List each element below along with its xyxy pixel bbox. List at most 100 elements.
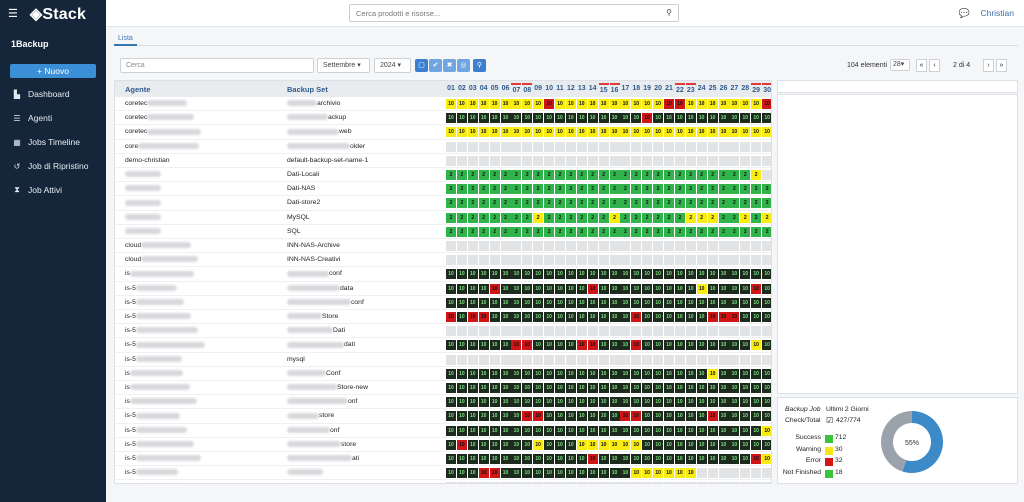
table-row[interactable]: is-5 store 10 10 10 10 10 10 10 10 10 10 10 10 10 10 10 1… <box>115 409 771 424</box>
day-status-cell[interactable] <box>718 482 729 483</box>
day-status-cell[interactable]: 10 <box>631 269 642 280</box>
day-status-cell[interactable]: 10 <box>653 454 664 464</box>
day-status-cell[interactable]: 2 <box>642 198 653 209</box>
day-status-cell[interactable]: 2 <box>707 184 718 195</box>
day-status-cell[interactable] <box>565 141 576 152</box>
table-row[interactable]: is-5 dati 10 10 10 10 10 10 10 10 10 10 10 10 10 10 10 10… <box>115 338 771 353</box>
day-status-cell[interactable]: 2 <box>631 212 642 223</box>
day-status-cell[interactable]: 10 <box>587 283 598 294</box>
day-status-cell[interactable]: 10 <box>674 283 685 294</box>
day-status-cell[interactable] <box>696 241 707 251</box>
day-status-cell[interactable]: 10 <box>642 397 653 408</box>
day-status-cell[interactable]: 10 <box>664 312 674 322</box>
day-status-cell[interactable]: 10 <box>740 425 751 436</box>
day-status-cell[interactable]: 10 <box>555 269 565 280</box>
day-status-cell[interactable]: 10 <box>653 468 664 479</box>
day-status-cell[interactable] <box>642 155 653 166</box>
day-status-cell[interactable]: 2 <box>489 198 500 209</box>
day-status-cell[interactable]: 10 <box>598 127 609 138</box>
table-row[interactable]: is conf 10 10 10 10 10 10 10 10 10 10 10 10 10 10 10 10 10… <box>115 267 771 282</box>
day-status-cell[interactable]: 10 <box>565 454 576 464</box>
day-status-cell[interactable]: 10 <box>707 439 718 450</box>
day-status-cell[interactable]: 10 <box>489 127 500 138</box>
day-status-cell[interactable]: 2 <box>674 198 685 209</box>
day-status-cell[interactable]: 2 <box>467 170 478 180</box>
day-status-cell[interactable] <box>740 241 751 251</box>
day-status-cell[interactable] <box>620 326 631 337</box>
day-status-cell[interactable] <box>718 255 729 266</box>
day-status-cell[interactable]: 10 <box>740 340 751 351</box>
day-status-cell[interactable]: 10 <box>642 439 653 450</box>
day-status-cell[interactable]: 10 <box>685 383 696 393</box>
day-status-cell[interactable]: 2 <box>522 184 533 195</box>
day-status-cell[interactable]: 10 <box>489 283 500 294</box>
day-status-cell[interactable] <box>478 255 489 266</box>
day-status-cell[interactable]: 10 <box>609 340 620 351</box>
day-status-cell[interactable]: 10 <box>674 113 685 124</box>
day-status-cell[interactable] <box>467 354 478 365</box>
search-icon[interactable]: ⚲ <box>473 59 486 72</box>
day-status-cell[interactable] <box>522 255 533 266</box>
day-status-cell[interactable]: 2 <box>653 170 664 180</box>
day-status-cell[interactable]: 10 <box>642 297 653 308</box>
day-status-cell[interactable] <box>685 482 696 483</box>
day-status-cell[interactable]: 10 <box>642 340 653 351</box>
day-status-cell[interactable] <box>751 468 762 479</box>
day-status-cell[interactable] <box>500 241 511 251</box>
day-status-cell[interactable]: 10 <box>740 127 751 138</box>
day-status-cell[interactable]: 10 <box>533 269 544 280</box>
day-status-cell[interactable]: 10 <box>522 411 533 422</box>
day-status-cell[interactable] <box>587 354 598 365</box>
day-status-cell[interactable] <box>565 482 576 483</box>
day-status-cell[interactable]: 10 <box>511 425 522 436</box>
day-status-cell[interactable]: 10 <box>740 397 751 408</box>
day-status-cell[interactable] <box>511 155 522 166</box>
day-status-cell[interactable]: 10 <box>544 312 555 322</box>
day-status-cell[interactable]: 2 <box>587 184 598 195</box>
day-status-cell[interactable]: 10 <box>631 340 642 351</box>
day-status-cell[interactable]: 10 <box>609 113 620 124</box>
day-status-cell[interactable]: 10 <box>696 439 707 450</box>
day-status-cell[interactable]: 10 <box>533 283 544 294</box>
day-status-cell[interactable]: 10 <box>555 439 565 450</box>
day-status-cell[interactable]: 10 <box>642 383 653 393</box>
day-status-cell[interactable]: 10 <box>718 454 729 464</box>
day-status-cell[interactable] <box>664 155 674 166</box>
table-row[interactable]: is-5 ati 10 10 10 10 10 10 10 10 10 10 10 10 10 10 10 10 1… <box>115 452 771 467</box>
day-status-cell[interactable]: 10 <box>707 425 718 436</box>
day-status-cell[interactable]: 2 <box>478 184 489 195</box>
new-button[interactable]: + Nuovo <box>10 64 96 78</box>
day-status-cell[interactable] <box>664 141 674 152</box>
day-status-cell[interactable]: 10 <box>685 99 696 109</box>
day-status-cell[interactable]: 2 <box>544 198 555 209</box>
day-status-cell[interactable]: 2 <box>718 212 729 223</box>
day-status-cell[interactable]: 10 <box>653 340 664 351</box>
day-status-cell[interactable]: 10 <box>446 113 456 124</box>
day-status-cell[interactable] <box>707 326 718 337</box>
day-status-cell[interactable] <box>664 255 674 266</box>
day-status-cell[interactable] <box>740 326 751 337</box>
day-status-cell[interactable]: 10 <box>565 297 576 308</box>
day-status-cell[interactable]: 10 <box>620 383 631 393</box>
day-status-cell[interactable]: 10 <box>707 297 718 308</box>
day-status-cell[interactable]: 10 <box>609 297 620 308</box>
day-status-cell[interactable]: 10 <box>565 269 576 280</box>
day-status-cell[interactable] <box>729 241 740 251</box>
day-status-cell[interactable]: 10 <box>740 439 751 450</box>
day-status-cell[interactable]: 10 <box>674 269 685 280</box>
day-status-cell[interactable]: 10 <box>685 113 696 124</box>
day-status-cell[interactable]: 10 <box>631 397 642 408</box>
day-status-cell[interactable]: 2 <box>762 184 771 195</box>
day-status-cell[interactable]: 10 <box>446 468 456 479</box>
day-status-cell[interactable]: 10 <box>565 397 576 408</box>
day-status-cell[interactable] <box>718 241 729 251</box>
day-status-cell[interactable]: 10 <box>467 99 478 109</box>
day-status-cell[interactable]: 10 <box>685 439 696 450</box>
day-status-cell[interactable]: 10 <box>467 439 478 450</box>
day-status-cell[interactable]: 10 <box>729 439 740 450</box>
day-status-cell[interactable]: 10 <box>522 439 533 450</box>
year-select[interactable]: 2024 ▾ <box>374 58 411 73</box>
day-status-cell[interactable]: 10 <box>653 297 664 308</box>
day-status-cell[interactable]: 2 <box>522 170 533 180</box>
day-status-cell[interactable]: 10 <box>522 454 533 464</box>
